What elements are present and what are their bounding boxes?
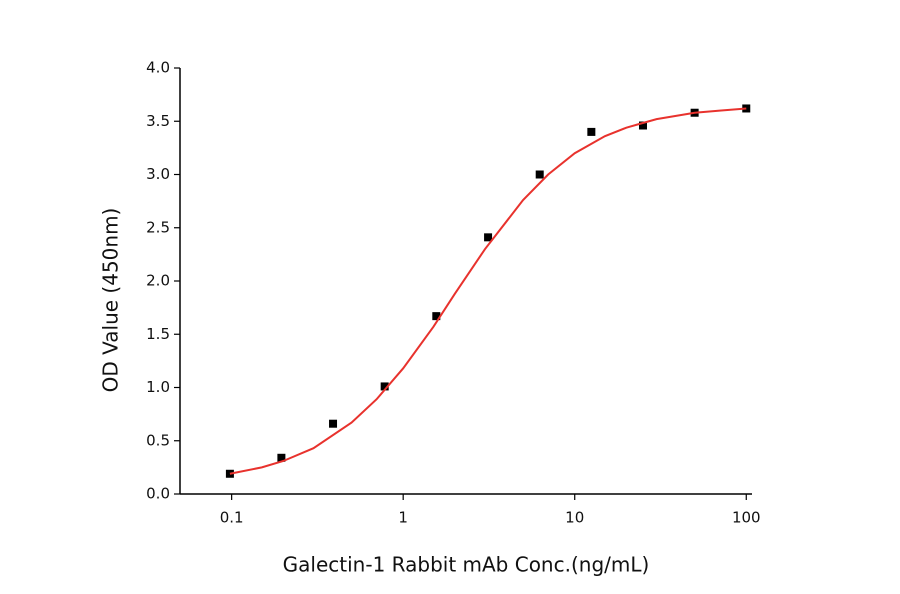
y-tick-label: 0.5 [146,431,170,449]
y-tick-label: 0.0 [146,485,170,503]
y-tick-label: 4.0 [146,59,170,77]
y-tick-label: 2.0 [146,272,170,290]
y-tick-label: 2.5 [146,218,170,236]
x-axis-title: Galectin-1 Rabbit mAb Conc.(ng/mL) [283,553,650,577]
data-point [638,121,647,130]
x-tick-label: 100 [732,509,761,527]
y-tick-label: 1.5 [146,325,170,343]
y-tick-label: 1.0 [146,378,170,396]
fit-curve [229,107,747,475]
data-point [225,469,234,478]
data-point [432,312,441,321]
data-point [535,170,544,179]
x-tick-label: 10 [565,509,584,527]
y-tick-label: 3.0 [146,165,170,183]
data-point [380,382,389,391]
y-tick-label: 3.5 [146,112,170,130]
data-point [329,419,338,428]
y-axis-title: OD Value (450nm) [99,208,123,393]
data-point [484,233,493,242]
x-tick-label: 1 [398,509,408,527]
data-point [587,127,596,136]
data-point [277,453,286,462]
x-tick-label: 0.1 [220,509,244,527]
